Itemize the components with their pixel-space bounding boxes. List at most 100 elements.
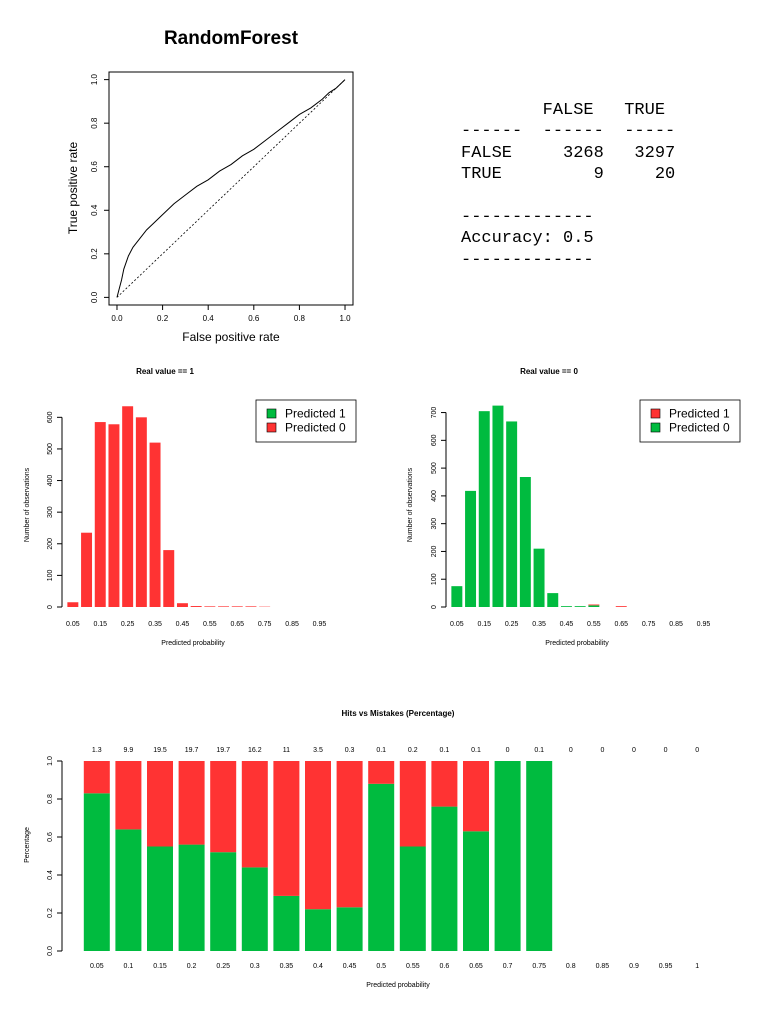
hist2-y-tick-label: 100 [431,573,438,585]
hist2-bar-predicted-1 [588,604,600,606]
hm-bar-hits [273,895,300,951]
hist2-y-tick-label: 0 [431,605,438,609]
hm-bar-mistakes [305,761,331,910]
hist2-bar-predicted-0 [465,490,477,607]
hist2-x-tick-label: 0.05 [450,621,464,628]
hist1-bar-predicted-0 [245,606,257,607]
hm-bar-hits [463,831,489,951]
hm-top-label: 1.3 [92,747,102,754]
hist2-legend-swatch [650,408,661,419]
hist1-y-tick-label: 100 [47,569,54,581]
hm-top-label: 0 [632,747,636,754]
hist2-bar-predicted-0 [574,606,586,607]
hm-bar-hits [431,806,458,951]
roc-x-tick-label: 0.8 [294,314,306,323]
hm-top-label: 19.7 [185,747,199,754]
hm-x-tick-label: 0.25 [216,963,230,970]
hist1-bar-predicted-0 [122,406,134,607]
hm-x-tick-label: 0.45 [343,963,357,970]
roc-x-tick-label: 0.4 [203,314,215,323]
cm-rule: ------ ------ ----- [461,122,676,142]
hist1-bar-predicted-0 [108,424,120,607]
hist1-y-tick-label: 500 [47,443,54,455]
hm-top-label: 3.5 [313,747,323,754]
roc-y-tick-label: 0.2 [90,248,99,260]
hist1-y-tick-label: 600 [47,411,54,423]
roc-y-tick-label: 1.0 [90,74,99,86]
hm-bar-hits [336,907,363,951]
hist2-legend-label: Predicted 1 [669,407,730,421]
hist2-title: Real value == 0 [520,367,578,376]
hist2-x-tick-label: 0.55 [587,621,601,628]
hist2-x-axis-label: Predicted probability [545,640,609,647]
hm-x-tick-label: 0.15 [153,963,167,970]
hm-top-label: 9.9 [124,747,134,754]
hist2-x-tick-label: 0.45 [560,621,574,628]
roc-x-tick-label: 1.0 [339,314,351,323]
hm-y-tick-label: 0.4 [47,870,54,880]
hm-x-tick-label: 0.1 [124,963,134,970]
roc-x-axis-label: False positive rate [182,330,280,344]
hist1-bar-predicted-0 [149,442,161,607]
confusion-matrix: FALSE TRUE ------ ------ ----- FALSE 326… [461,100,675,271]
hist2-bar-predicted-0 [478,411,490,607]
hm-y-tick-label: 1.0 [47,756,54,766]
hm-x-tick-label: 0.2 [187,963,197,970]
hm-top-label: 0 [695,747,699,754]
hm-x-tick-label: 1 [695,963,699,970]
hist2-y-tick-label: 700 [431,407,438,419]
roc-curve [116,79,346,298]
hist2-y-tick-label: 400 [431,490,438,502]
hist2-bar-predicted-0 [506,421,518,607]
hist1-x-tick-label: 0.55 [203,621,217,628]
roc-y-tick-label: 0.6 [90,161,99,173]
hm-x-axis-label: Predicted probability [366,982,430,989]
hist1-x-tick-label: 0.75 [258,621,272,628]
hist1-y-tick-label: 200 [47,538,54,550]
hist1-bar-predicted-0 [135,417,147,607]
hist2-x-tick-label: 0.35 [532,621,546,628]
hm-x-tick-label: 0.9 [629,963,639,970]
hist2-bar-predicted-0 [533,548,545,607]
hm-top-label: 0.1 [534,747,544,754]
hm-top-label: 0.1 [471,747,481,754]
hist1-legend-label: Predicted 1 [285,407,346,421]
hm-bar-hits [494,761,521,951]
hist2-x-tick-label: 0.95 [697,621,711,628]
hm-top-label: 19.7 [216,747,230,754]
hm-bar-hits [305,909,331,951]
hm-x-tick-label: 0.5 [376,963,386,970]
hist1-y-tick-label: 300 [47,506,54,518]
hm-x-tick-label: 0.35 [280,963,294,970]
hm-title: Hits vs Mistakes (Percentage) [342,709,455,718]
hist2-bar-predicted-1 [615,606,627,607]
hist1-x-axis-label: Predicted probability [161,640,225,647]
hm-top-label: 11 [283,747,290,754]
roc-y-axis-label: True positive rate [66,142,80,235]
cm-accuracy: Accuracy: 0.5 [461,229,594,249]
hist1-bar-predicted-0 [231,606,243,607]
hm-bar-mistakes [431,761,458,807]
hist2-y-tick-label: 500 [431,462,438,474]
cm-row-true: TRUE 9 20 [461,165,676,185]
hist2-x-tick-label: 0.25 [505,621,519,628]
hist2-x-tick-label: 0.65 [614,621,628,628]
hist1-title: Real value == 1 [136,367,194,376]
hm-top-label: 0 [569,747,573,754]
hist1-bar-predicted-0 [218,606,230,607]
roc-title: RandomForest [164,28,299,49]
hm-bar-hits [399,846,426,951]
hm-x-tick-label: 0.55 [406,963,420,970]
hm-top-label: 0 [664,747,668,754]
hm-bar-mistakes [115,761,142,830]
hm-y-tick-label: 0.0 [47,946,54,956]
hist2-y-tick-label: 600 [431,434,438,446]
hm-bar-hits [241,867,268,951]
hist1-x-tick-label: 0.45 [176,621,190,628]
hist2-legend-swatch [650,422,661,433]
hist2-bar-predicted-0 [492,405,504,607]
roc-y-tick-label: 0.0 [90,291,99,303]
hist2-x-tick-label: 0.85 [669,621,683,628]
hist1-x-tick-label: 0.35 [148,621,162,628]
